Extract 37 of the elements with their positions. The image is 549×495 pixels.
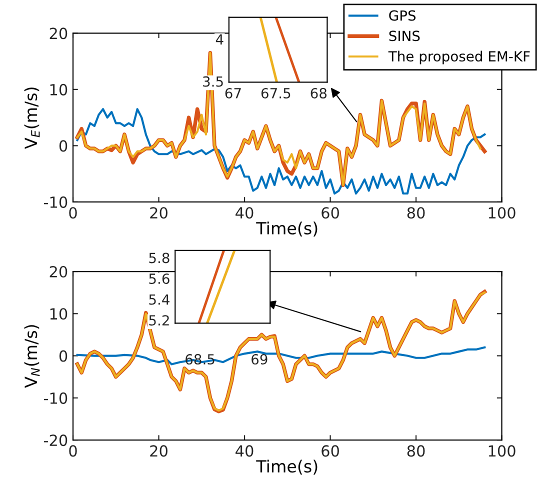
x-tick-label: 69 bbox=[252, 354, 268, 365]
y-tick-label: 10 bbox=[50, 308, 68, 320]
y-axis-title: V$_{E}$(m/s) bbox=[24, 88, 40, 149]
x-tick-label: 68 bbox=[310, 88, 327, 98]
x-tick-label: 67.5 bbox=[261, 88, 290, 98]
x-tick-label: 100 bbox=[488, 445, 516, 457]
legend-label: The proposed EM-KF bbox=[388, 50, 530, 64]
y-tick-label: 5.6 bbox=[149, 274, 170, 284]
y-tick-label: -10 bbox=[44, 392, 68, 404]
y-tick-label: 5.8 bbox=[149, 252, 170, 264]
legend-label: SINS bbox=[389, 30, 420, 42]
line-series bbox=[76, 108, 486, 195]
x-axis-title: Time(s) bbox=[256, 222, 318, 236]
y-tick-label: 5.4 bbox=[149, 294, 170, 305]
y-tick-label: 10 bbox=[50, 84, 68, 96]
y-tick-label: 3.5 bbox=[203, 76, 223, 87]
y-axis-title: V$_{N}$(m/s) bbox=[24, 325, 40, 388]
y-tick-label: 4 bbox=[216, 34, 224, 44]
x-tick-label: 67 bbox=[225, 88, 241, 98]
x-tick-label: 0 bbox=[69, 445, 77, 457]
x-tick-label: 0 bbox=[69, 207, 77, 219]
y-tick-label: 5.2 bbox=[149, 315, 169, 326]
x-tick-label: 40 bbox=[236, 207, 254, 219]
x-tick-label: 60 bbox=[322, 207, 339, 219]
y-tick-label: -20 bbox=[44, 434, 68, 446]
x-tick-label: 80 bbox=[407, 207, 425, 219]
x-tick-label: 80 bbox=[407, 445, 425, 457]
legend-label: GPS bbox=[389, 10, 416, 21]
line-series bbox=[76, 346, 486, 366]
y-tick-label: 20 bbox=[50, 28, 68, 40]
y-tick-label: 0 bbox=[59, 140, 68, 152]
x-tick-label: 100 bbox=[488, 207, 516, 219]
x-tick-label: 40 bbox=[236, 445, 254, 457]
x-axis-title: Time(s) bbox=[256, 460, 318, 475]
y-tick-label: -10 bbox=[44, 196, 68, 208]
x-tick-label: 60 bbox=[322, 445, 339, 457]
y-tick-label: 20 bbox=[50, 266, 68, 278]
